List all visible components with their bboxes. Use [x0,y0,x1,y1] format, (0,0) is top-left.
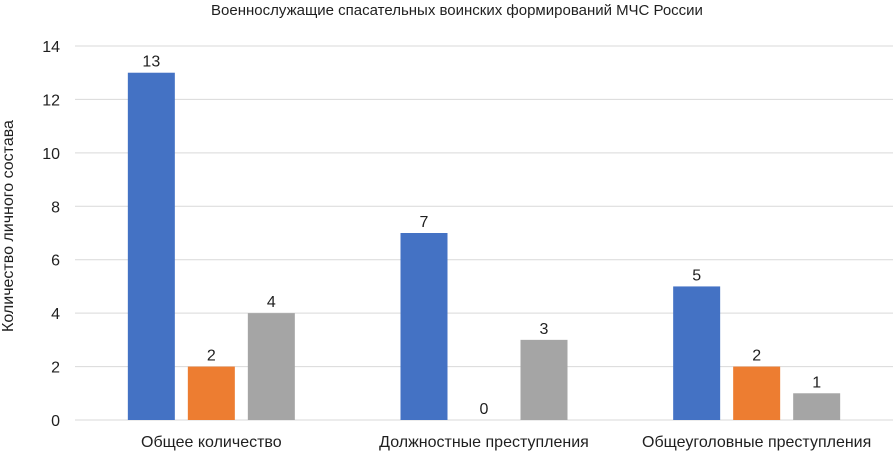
bar [400,233,448,420]
y-tick-label: 8 [51,199,60,216]
bar [247,313,295,420]
data-label: 2 [752,348,761,365]
y-tick-label: 4 [51,306,60,323]
data-label: 5 [692,267,701,284]
y-tick-label: 14 [42,39,60,56]
bar [127,72,175,420]
data-label: 1 [812,374,821,391]
y-tick-label: 2 [51,360,60,377]
gridlines [75,45,893,421]
bar [673,286,721,420]
data-label: 3 [540,321,549,338]
y-axis-label: Количество личного состава [0,120,17,332]
bar [793,393,841,420]
y-tick-label: 10 [42,146,60,163]
bar [520,339,568,420]
data-label: 2 [207,348,216,365]
y-tick-label: 0 [51,413,60,430]
y-axis-ticks: 0 2 4 6 8 10 12 14 [42,39,60,430]
data-label: 0 [480,401,489,418]
bar [733,366,781,420]
x-category-label: Должностные преступления [379,434,589,451]
y-tick-label: 6 [51,253,60,270]
data-labels: 13 2 4 7 0 3 5 2 1 [142,54,821,418]
x-category-label: Общеуголовные преступления [642,434,871,451]
x-category-label: Общее количество [141,434,282,451]
data-label: 4 [267,294,276,311]
chart-title: Военнослужащие спасательных воинских фор… [211,2,703,19]
data-label: 7 [420,214,429,231]
x-axis-categories: Общее количество Должностные преступления… [141,434,871,451]
bars [127,72,841,420]
data-label: 13 [142,54,160,71]
y-tick-label: 12 [42,92,60,109]
bar [187,366,235,420]
